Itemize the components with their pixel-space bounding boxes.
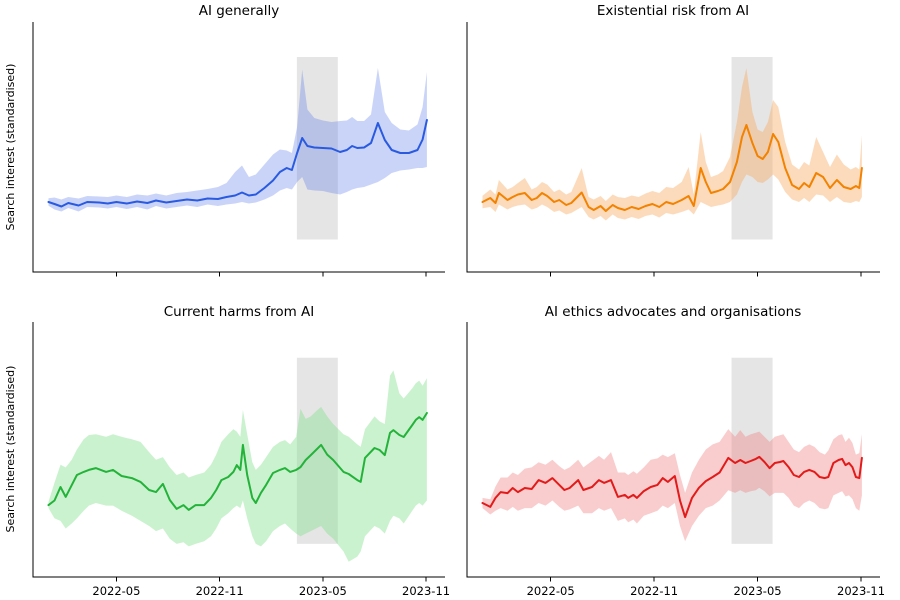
y-axis-label: Search interest (standardised) [4,64,17,231]
mean-line [47,412,428,511]
panel-ai-generally: AI generally Search interest (standardis… [4,3,445,277]
chart-title: AI generally [199,3,280,19]
x-tick-label: 2022-11 [196,584,244,598]
confidence-band [48,68,427,212]
plot-area-1 [466,22,880,277]
axes-spines [466,22,880,273]
mean-line [47,119,428,208]
mean-line [481,124,863,212]
confidence-band [482,429,862,542]
panel-ai-ethics: AI ethics advocates and organisations 20… [466,304,885,598]
panel-existential-risk: Existential risk from AI [466,3,880,277]
x-tick-label: 2023-11 [402,584,450,598]
x-tick-label: 2023-05 [299,584,347,598]
plot-area-3: 2022-05 2022-11 2023-05 2023-11 [466,322,885,598]
chart-title: Existential risk from AI [597,3,749,19]
y-axis-label: Search interest (standardised) [4,366,17,533]
chart-title: AI ethics advocates and organisations [545,304,801,320]
axes-spines [32,322,445,578]
x-tick-label: 2023-11 [837,584,885,598]
highlight-band [731,357,773,544]
x-tick-label: 2022-05 [92,584,140,598]
x-tick-label: 2022-11 [630,584,678,598]
mean-line [481,455,863,519]
highlight-band [296,357,338,544]
x-tick-label: 2022-05 [527,584,575,598]
confidence-band [482,68,862,221]
x-tick-label: 2023-05 [734,584,782,598]
panel-current-harms: Current harms from AI Search interest (s… [4,304,450,598]
axes-spines [32,22,445,273]
plot-area-0 [32,22,445,277]
axes-spines [466,322,880,578]
chart-title: Current harms from AI [164,304,315,320]
plot-area-2: 2022-05 2022-11 2023-05 2023-11 [32,322,450,598]
highlight-band [731,57,773,240]
